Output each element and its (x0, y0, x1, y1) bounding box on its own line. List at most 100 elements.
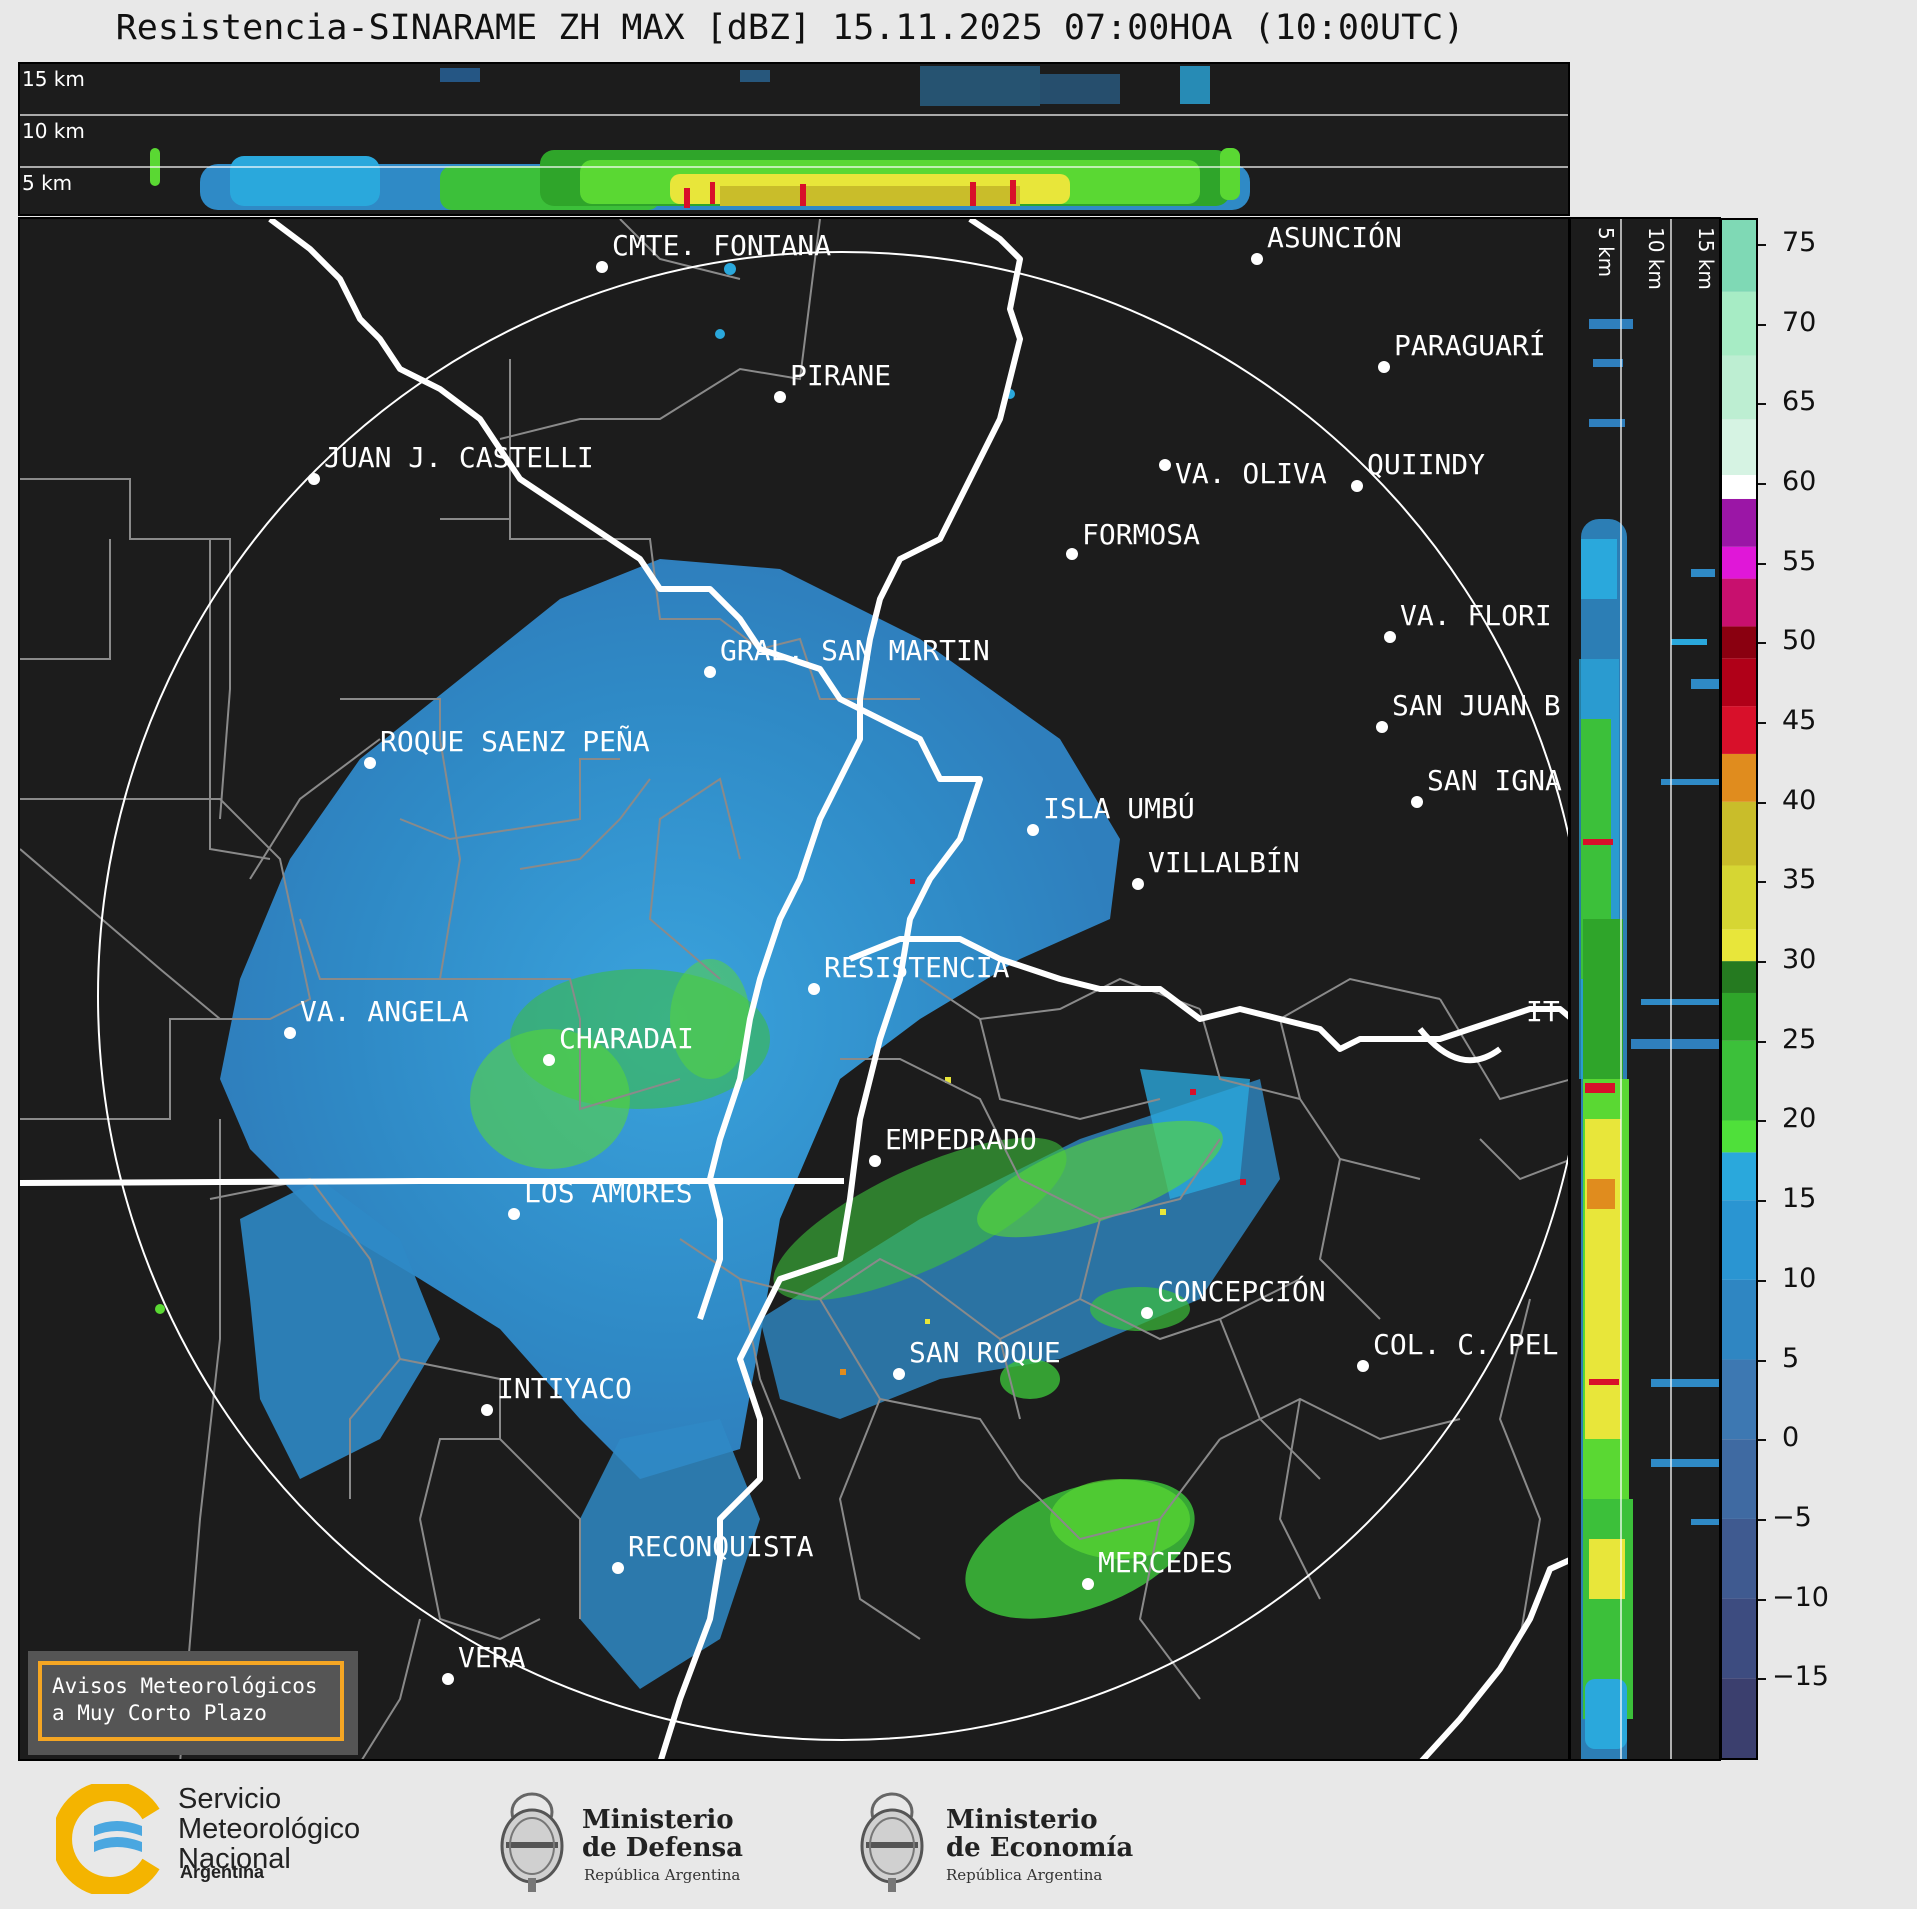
city-label-intiyaco[interactable]: INTIYACO (497, 1372, 632, 1405)
city-label-pirane[interactable]: PIRANE (790, 359, 891, 392)
side-profile-echo (1579, 319, 1719, 1759)
warning-box[interactable]: Avisos Meteorológicos a Muy Corto Plazo (38, 1661, 344, 1741)
city-label-gral-san-martin[interactable]: GRAL. SAN MARTIN (720, 634, 990, 667)
city-label-col-c-pel[interactable]: COL. C. PEL (1373, 1328, 1558, 1361)
city-label-san-juan-b[interactable]: SAN JUAN B (1392, 689, 1561, 722)
city-dot-paraguari (1378, 361, 1390, 373)
colorbar-band (1722, 992, 1756, 1041)
colorbar-band (1722, 220, 1756, 292)
city-dot-roque-saenz-pena (364, 757, 376, 769)
city-label-juan-j-castelli[interactable]: JUAN J. CASTELLI (324, 441, 594, 474)
smn-logo (56, 1784, 166, 1894)
colorbar-tick (1758, 1518, 1766, 1521)
dbz-colorbar (1720, 218, 1758, 1760)
city-label-roque-saenz-pena[interactable]: ROQUE SAENZ PEÑA (380, 724, 650, 758)
city-dot-juan-j-castelli (308, 473, 320, 485)
city-label-formosa[interactable]: FORMOSA (1082, 518, 1200, 551)
colorbar-tick (1758, 1678, 1766, 1681)
boundaries (20, 219, 1568, 1759)
colorbar-band (1722, 1200, 1756, 1280)
city-markers: CMTE. FONTANA PIRANE JUAN J. CASTELLI AS… (284, 220, 1562, 1685)
city-label-va-angela[interactable]: VA. ANGELA (300, 995, 469, 1028)
city-dot-san-juan-b (1376, 721, 1388, 733)
colorbar-tick-label: 30 (1782, 944, 1817, 976)
colorbar-band (1722, 929, 1756, 962)
city-label-asuncion[interactable]: ASUNCIÓN (1267, 220, 1402, 254)
top-height-profile: 15 km 10 km 5 km (18, 62, 1570, 216)
colorbar-band (1722, 419, 1756, 476)
city-label-va-flori[interactable]: VA. FLORI (1400, 599, 1552, 632)
city-dot-va-angela (284, 1027, 296, 1039)
city-label-villalbin[interactable]: VILLALBÍN (1148, 845, 1300, 879)
colorbar-band (1722, 753, 1756, 802)
colorbar-band (1722, 1040, 1756, 1121)
city-label-reconquista[interactable]: RECONQUISTA (628, 1530, 814, 1563)
city-label-resistencia[interactable]: RESISTENCIA (824, 951, 1010, 984)
economia-seal (854, 1774, 930, 1896)
colorbar-tick-label: 5 (1782, 1342, 1800, 1374)
colorbar-tick-label: 55 (1782, 545, 1817, 577)
colorbar-tick-label: −15 (1772, 1661, 1829, 1693)
coat-of-arms-icon (500, 1792, 564, 1892)
colorbar-tick (1758, 482, 1766, 485)
smn-country: Argentina (180, 1862, 265, 1882)
top-10km-label: 10 km (22, 119, 85, 143)
chart-title: Resistencia-SINARAME ZH MAX [dBZ] 15.11.… (115, 8, 1465, 48)
radar-map[interactable]: CMTE. FONTANA PIRANE JUAN J. CASTELLI AS… (18, 217, 1570, 1761)
colorbar-tick-label: 20 (1782, 1103, 1817, 1135)
city-label-mercedes[interactable]: MERCEDES (1098, 1546, 1233, 1579)
colorbar-tick-label: 40 (1782, 784, 1817, 816)
colorbar-tick (1758, 722, 1766, 725)
colorbar-tick-label: 70 (1782, 306, 1817, 338)
colorbar-tick (1758, 961, 1766, 964)
colorbar-band (1722, 801, 1756, 866)
colorbar-band (1722, 1152, 1756, 1201)
city-label-cmte-fontana[interactable]: CMTE. FONTANA (612, 229, 831, 262)
city-dot-empedrado (869, 1155, 881, 1167)
colorbar-band (1722, 578, 1756, 627)
colorbar-band (1722, 961, 1756, 993)
warning-line2: a Muy Corto Plazo (52, 1701, 267, 1725)
city-label-isla-umbu[interactable]: ISLA UMBÚ (1043, 791, 1195, 825)
city-label-san-igna[interactable]: SAN IGNA (1427, 764, 1562, 797)
city-dot-pirane (774, 391, 786, 403)
colorbar-band (1722, 475, 1756, 499)
economia-name: Ministerio de Economía (946, 1806, 1133, 1862)
colorbar-tick-label: 65 (1782, 386, 1817, 418)
colorbar-band (1722, 626, 1756, 659)
city-label-san-roque[interactable]: SAN ROQUE (909, 1336, 1061, 1369)
city-dot-san-igna (1411, 796, 1423, 808)
economia-line1: Ministerio (946, 1805, 1098, 1835)
smn-line3: Nacional (178, 1843, 291, 1875)
city-dot-los-amores (508, 1208, 520, 1220)
smn-line2: Meteorológico (178, 1813, 361, 1845)
city-dot-asuncion (1251, 253, 1263, 265)
city-dot-vera (442, 1673, 454, 1685)
city-label-los-amores[interactable]: LOS AMORES (524, 1176, 693, 1209)
city-label-concepcion[interactable]: CONCEPCIÓN (1157, 1274, 1326, 1308)
colorbar-band (1722, 291, 1756, 356)
city-dot-cmte-fontana (596, 261, 608, 273)
colorbar-tick-label: 0 (1782, 1422, 1800, 1454)
colorbar-tick-label: 25 (1782, 1023, 1817, 1055)
colorbar-tick-label: 45 (1782, 705, 1817, 737)
city-label-quiindy[interactable]: QUIINDY (1367, 448, 1485, 481)
warning-line1: Avisos Meteorológicos (52, 1674, 318, 1698)
city-dot-mercedes (1082, 1578, 1094, 1590)
colorbar-tick (1758, 1040, 1766, 1043)
colorbar-band (1722, 546, 1756, 579)
radar-echo-field (155, 263, 1280, 1689)
city-label-charadai[interactable]: CHARADAI (559, 1022, 694, 1055)
colorbar-tick (1758, 1439, 1766, 1442)
city-label-va-oliva[interactable]: VA. OLIVA (1175, 457, 1327, 490)
city-label-vera[interactable]: VERA (458, 1641, 526, 1674)
city-label-paraguari[interactable]: PARAGUARÍ (1394, 328, 1546, 362)
defensa-name: Ministerio de Defensa (582, 1806, 743, 1862)
colorbar-tick-label: 75 (1782, 226, 1817, 258)
side-height-profile: 5 km 10 km 15 km (1569, 217, 1721, 1761)
city-label-it[interactable]: IT (1526, 995, 1560, 1028)
defensa-line2: de Defensa (582, 1833, 743, 1863)
city-dot-col-c-pel (1357, 1360, 1369, 1372)
colorbar-tick-label: −10 (1772, 1581, 1829, 1613)
city-label-empedrado[interactable]: EMPEDRADO (885, 1123, 1037, 1156)
